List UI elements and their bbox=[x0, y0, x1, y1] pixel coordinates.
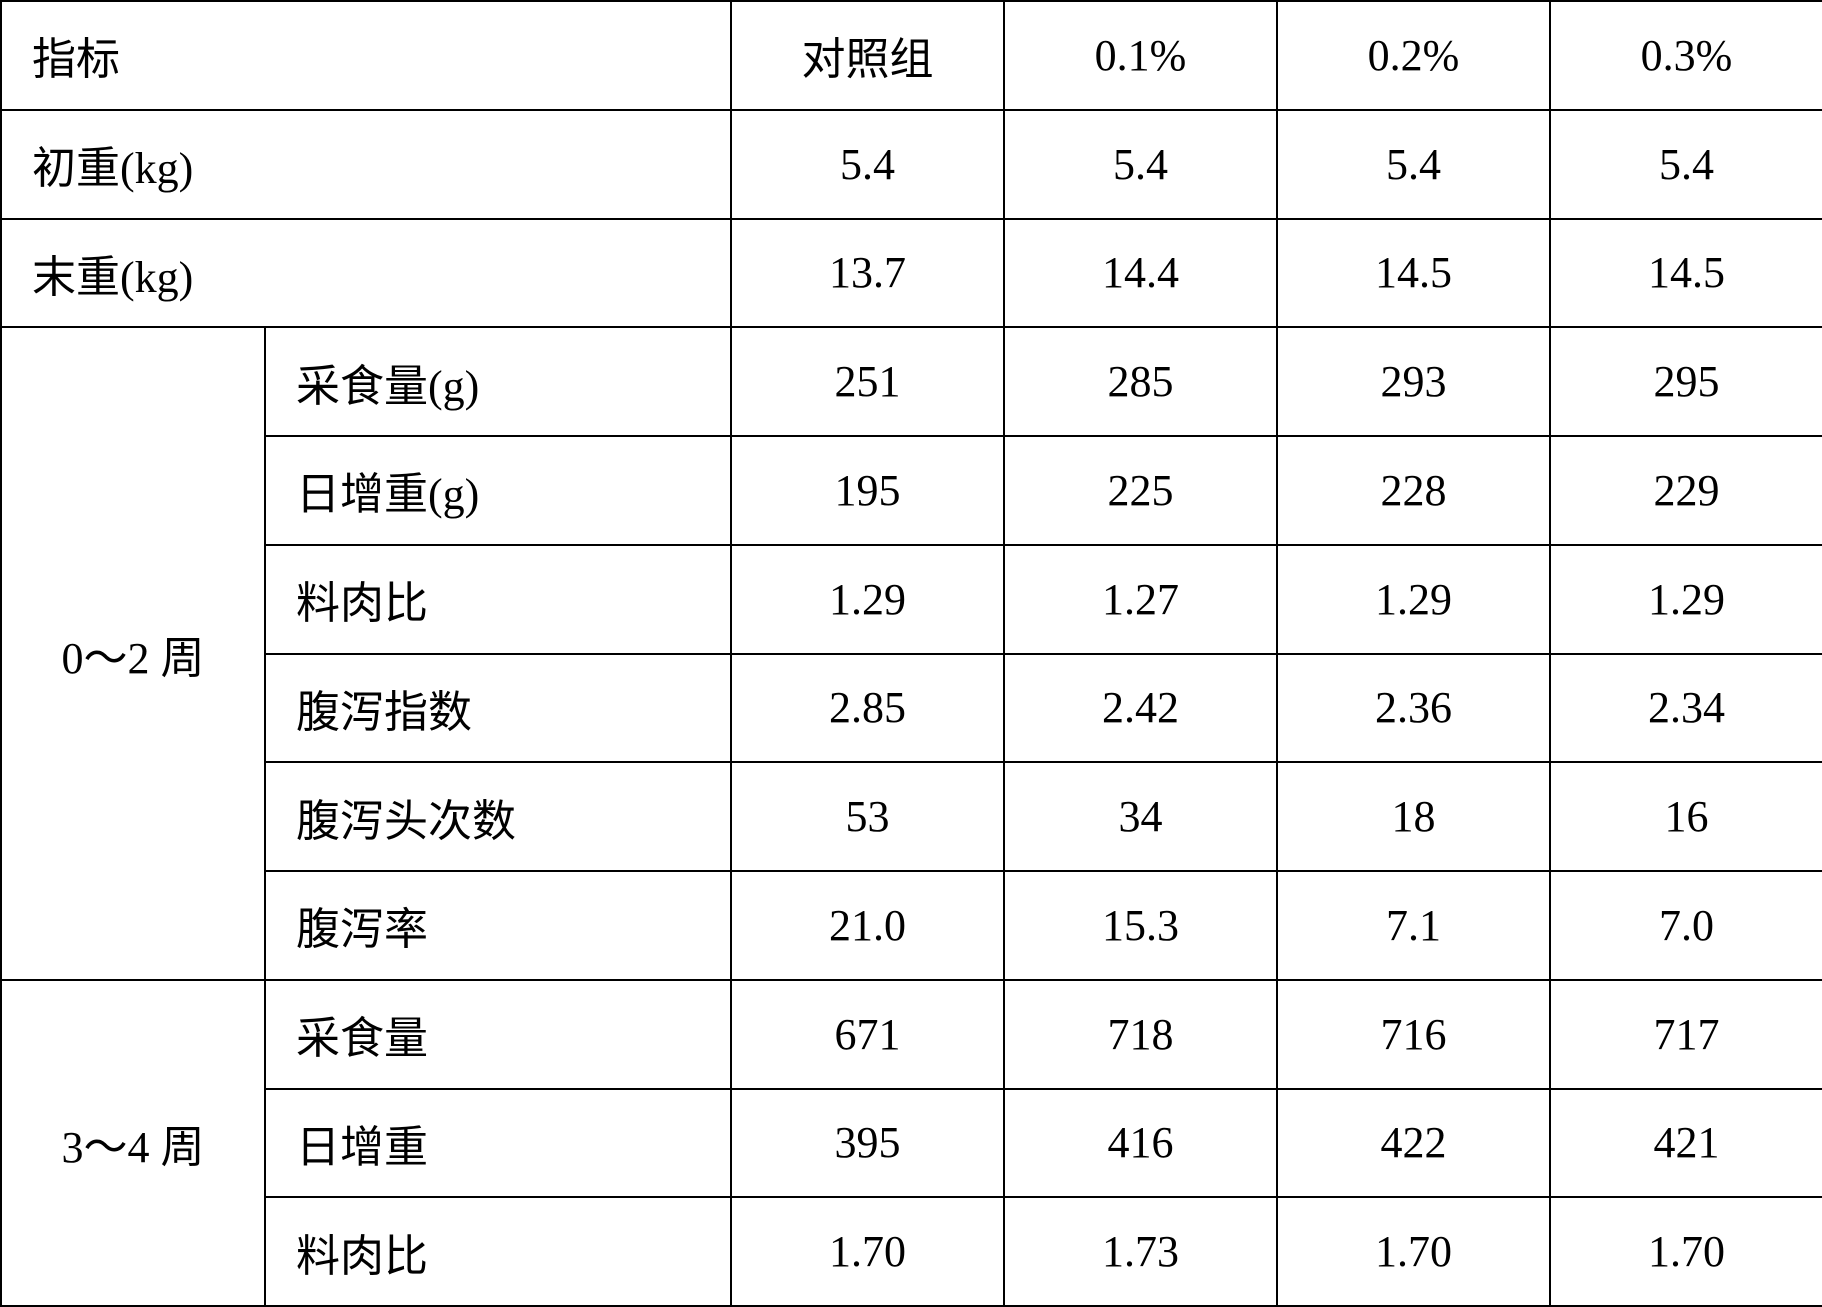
row-label: 料肉比 bbox=[265, 545, 731, 654]
cell-value: 421 bbox=[1550, 1089, 1822, 1198]
cell-value: 15.3 bbox=[1004, 871, 1277, 980]
period-label: 0～2 周 bbox=[1, 327, 265, 980]
table-header-row: 指标 对照组 0.1% 0.2% 0.3% bbox=[1, 1, 1822, 110]
cell-value: 13.7 bbox=[731, 219, 1004, 328]
row-label: 日增重(g) bbox=[265, 436, 731, 545]
cell-value: 7.1 bbox=[1277, 871, 1550, 980]
table-row: 料肉比 1.29 1.27 1.29 1.29 bbox=[1, 545, 1822, 654]
cell-value: 1.29 bbox=[731, 545, 1004, 654]
row-label: 腹泻指数 bbox=[265, 654, 731, 763]
row-label: 腹泻头次数 bbox=[265, 762, 731, 871]
cell-value: 229 bbox=[1550, 436, 1822, 545]
col-header-indicator: 指标 bbox=[1, 1, 731, 110]
table-row: 腹泻头次数 53 34 18 16 bbox=[1, 762, 1822, 871]
col-header-p02: 0.2% bbox=[1277, 1, 1550, 110]
row-label: 日增重 bbox=[265, 1089, 731, 1198]
cell-value: 18 bbox=[1277, 762, 1550, 871]
cell-value: 295 bbox=[1550, 327, 1822, 436]
cell-value: 2.36 bbox=[1277, 654, 1550, 763]
row-label: 采食量(g) bbox=[265, 327, 731, 436]
cell-value: 34 bbox=[1004, 762, 1277, 871]
row-label: 料肉比 bbox=[265, 1197, 731, 1306]
cell-value: 395 bbox=[731, 1089, 1004, 1198]
cell-value: 2.34 bbox=[1550, 654, 1822, 763]
cell-value: 1.73 bbox=[1004, 1197, 1277, 1306]
cell-value: 716 bbox=[1277, 980, 1550, 1089]
cell-value: 7.0 bbox=[1550, 871, 1822, 980]
cell-value: 16 bbox=[1550, 762, 1822, 871]
table-row: 末重(kg) 13.7 14.4 14.5 14.5 bbox=[1, 219, 1822, 328]
cell-value: 1.27 bbox=[1004, 545, 1277, 654]
cell-value: 2.85 bbox=[731, 654, 1004, 763]
cell-value: 1.70 bbox=[1550, 1197, 1822, 1306]
table-row: 腹泻指数 2.85 2.42 2.36 2.34 bbox=[1, 654, 1822, 763]
table-row: 初重(kg) 5.4 5.4 5.4 5.4 bbox=[1, 110, 1822, 219]
col-header-p01: 0.1% bbox=[1004, 1, 1277, 110]
col-header-control: 对照组 bbox=[731, 1, 1004, 110]
cell-value: 1.29 bbox=[1550, 545, 1822, 654]
cell-value: 14.5 bbox=[1277, 219, 1550, 328]
cell-value: 5.4 bbox=[1004, 110, 1277, 219]
cell-value: 5.4 bbox=[731, 110, 1004, 219]
cell-value: 251 bbox=[731, 327, 1004, 436]
row-label: 初重(kg) bbox=[1, 110, 731, 219]
col-header-p03: 0.3% bbox=[1550, 1, 1822, 110]
cell-value: 1.29 bbox=[1277, 545, 1550, 654]
table-row: 腹泻率 21.0 15.3 7.1 7.0 bbox=[1, 871, 1822, 980]
cell-value: 422 bbox=[1277, 1089, 1550, 1198]
cell-value: 228 bbox=[1277, 436, 1550, 545]
data-table: 指标 对照组 0.1% 0.2% 0.3% 初重(kg) 5.4 5.4 5.4… bbox=[0, 0, 1822, 1307]
period-label: 3～4 周 bbox=[1, 980, 265, 1306]
cell-value: 293 bbox=[1277, 327, 1550, 436]
table-row: 日增重(g) 195 225 228 229 bbox=[1, 436, 1822, 545]
row-label: 腹泻率 bbox=[265, 871, 731, 980]
cell-value: 416 bbox=[1004, 1089, 1277, 1198]
cell-value: 225 bbox=[1004, 436, 1277, 545]
cell-value: 1.70 bbox=[731, 1197, 1004, 1306]
table-row: 3～4 周 采食量 671 718 716 717 bbox=[1, 980, 1822, 1089]
table-row: 0～2 周 采食量(g) 251 285 293 295 bbox=[1, 327, 1822, 436]
cell-value: 5.4 bbox=[1277, 110, 1550, 219]
cell-value: 14.5 bbox=[1550, 219, 1822, 328]
table-row: 料肉比 1.70 1.73 1.70 1.70 bbox=[1, 1197, 1822, 1306]
cell-value: 1.70 bbox=[1277, 1197, 1550, 1306]
cell-value: 717 bbox=[1550, 980, 1822, 1089]
cell-value: 285 bbox=[1004, 327, 1277, 436]
row-label: 采食量 bbox=[265, 980, 731, 1089]
cell-value: 718 bbox=[1004, 980, 1277, 1089]
cell-value: 14.4 bbox=[1004, 219, 1277, 328]
row-label: 末重(kg) bbox=[1, 219, 731, 328]
cell-value: 53 bbox=[731, 762, 1004, 871]
cell-value: 195 bbox=[731, 436, 1004, 545]
cell-value: 5.4 bbox=[1550, 110, 1822, 219]
table-row: 日增重 395 416 422 421 bbox=[1, 1089, 1822, 1198]
cell-value: 2.42 bbox=[1004, 654, 1277, 763]
cell-value: 671 bbox=[731, 980, 1004, 1089]
cell-value: 21.0 bbox=[731, 871, 1004, 980]
